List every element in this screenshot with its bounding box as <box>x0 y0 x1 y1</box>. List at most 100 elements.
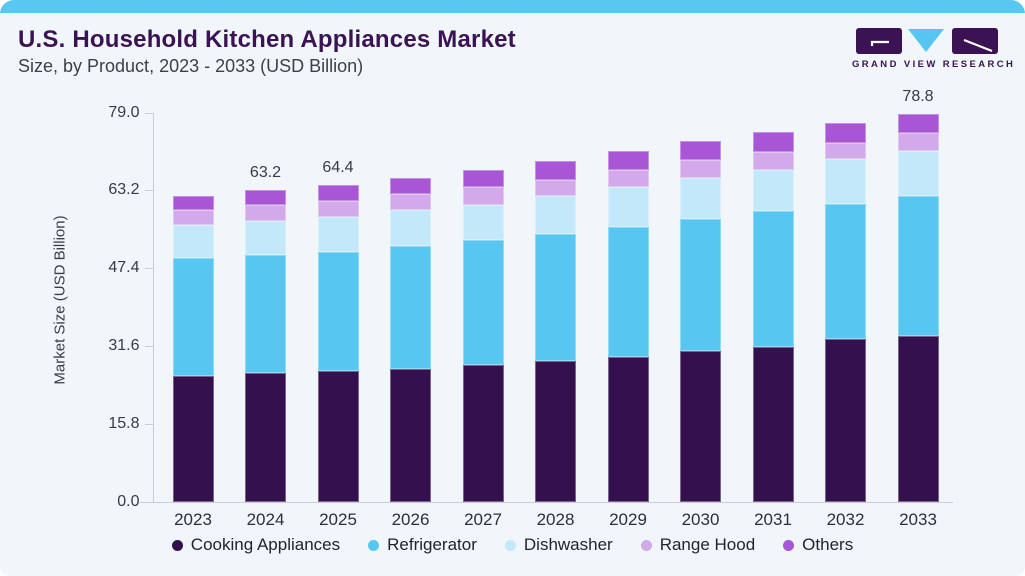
x-axis-label-2032: 2032 <box>826 510 865 529</box>
legend-label: Dishwasher <box>523 535 613 554</box>
gvr-logo-v-triangle <box>908 29 944 52</box>
legend-marker-range-hood <box>640 539 652 551</box>
bar-segment-2026-refrigerator[interactable] <box>390 246 431 369</box>
x-axis-label-2030: 2030 <box>681 510 720 529</box>
bar-segment-2024-others[interactable] <box>245 190 286 206</box>
bar-segment-2024-cooking-appliances[interactable] <box>245 372 286 502</box>
bar-segment-2031-dishwasher[interactable] <box>752 170 794 212</box>
gvr-logo-r-block <box>952 28 998 54</box>
y-axis-line <box>152 112 154 502</box>
x-axis-label-2029: 2029 <box>609 510 647 529</box>
y-tick-label: 0.0 <box>117 493 140 510</box>
page-subtitle: Size, by Product, 2023 - 2033 (USD Billi… <box>18 56 364 76</box>
bar-segment-2027-range-hood[interactable] <box>462 186 504 205</box>
legend-marker-dishwasher <box>504 539 516 551</box>
bar-segment-2027-cooking-appliances[interactable] <box>462 365 504 502</box>
bar-segment-2026-others[interactable] <box>390 177 431 194</box>
bar-segment-2028-refrigerator[interactable] <box>535 234 576 361</box>
gvr-logo-g-glyph <box>870 40 889 46</box>
bar-segment-2029-refrigerator[interactable] <box>607 227 649 358</box>
bar-segment-2033-refrigerator[interactable] <box>897 195 939 337</box>
bar-segment-2032-cooking-appliances[interactable] <box>825 338 866 502</box>
bar-segment-2028-cooking-appliances[interactable] <box>535 361 576 502</box>
bar-segment-2025-refrigerator[interactable] <box>317 252 359 371</box>
bar-segment-2031-refrigerator[interactable] <box>752 211 794 347</box>
x-axis-line <box>140 502 953 503</box>
bar-segment-2033-others[interactable] <box>897 113 939 133</box>
x-axis-label-2025: 2025 <box>319 510 357 529</box>
x-axis-label-2024: 2024 <box>246 510 285 529</box>
bar-segment-2028-dishwasher[interactable] <box>535 196 576 235</box>
legend-marker-others <box>783 539 795 551</box>
bar-segment-2033-cooking-appliances[interactable] <box>897 336 939 502</box>
bar-segment-2030-refrigerator[interactable] <box>680 218 721 351</box>
bar-segment-2023-range-hood[interactable] <box>172 209 214 225</box>
y-tick-mark <box>144 268 153 270</box>
y-tick-label: 63.2 <box>108 181 140 199</box>
legend-label: Others <box>802 535 854 554</box>
bar-value-label-2024: 63.2 <box>249 164 282 182</box>
bar-value-label-2025: 64.4 <box>322 158 354 176</box>
x-axis-label-2026: 2026 <box>391 510 430 529</box>
bar-segment-2024-dishwasher[interactable] <box>245 221 286 255</box>
bar-segment-2032-others[interactable] <box>825 122 866 143</box>
x-axis-label-2028: 2028 <box>536 510 575 529</box>
bar-segment-2023-dishwasher[interactable] <box>172 224 214 258</box>
bar-segment-2025-others[interactable] <box>317 184 359 201</box>
bar-segment-2029-others[interactable] <box>607 150 649 170</box>
bar-segment-2029-dishwasher[interactable] <box>607 187 649 228</box>
bar-segment-2025-dishwasher[interactable] <box>317 216 359 253</box>
bar-segment-2032-refrigerator[interactable] <box>825 204 866 339</box>
bar-segment-2031-cooking-appliances[interactable] <box>752 346 794 502</box>
bar-segment-2029-cooking-appliances[interactable] <box>607 357 649 502</box>
legend-item-dishwasher[interactable]: Dishwasher <box>504 535 613 555</box>
bar-segment-2027-dishwasher[interactable] <box>462 204 504 241</box>
x-axis-label-2031: 2031 <box>754 510 792 529</box>
bar-segment-2030-range-hood[interactable] <box>680 159 721 178</box>
bar-segment-2031-range-hood[interactable] <box>752 152 794 171</box>
bar-segment-2030-cooking-appliances[interactable] <box>680 350 721 502</box>
y-tick-label: 79.0 <box>108 103 140 121</box>
bar-segment-2027-others[interactable] <box>462 169 504 187</box>
legend-marker-cooking-appliances <box>171 539 183 551</box>
legend-item-range-hood[interactable]: Range Hood <box>640 535 756 555</box>
legend-label: Range Hood <box>659 535 756 554</box>
bar-segment-2024-refrigerator[interactable] <box>245 255 286 373</box>
bar-segment-2025-range-hood[interactable] <box>317 200 359 217</box>
chart-legend: Cooking Appliances Refrigerator Dishwasher… <box>0 535 1025 555</box>
bar-segment-2026-cooking-appliances[interactable] <box>390 368 431 502</box>
bar-segment-2028-others[interactable] <box>535 160 576 180</box>
y-tick-mark <box>144 190 153 192</box>
bar-segment-2028-range-hood[interactable] <box>535 179 576 197</box>
legend-label: Cooking Appliances <box>190 535 341 554</box>
bar-segment-2033-dishwasher[interactable] <box>897 150 939 196</box>
bar-segment-2026-range-hood[interactable] <box>390 193 431 210</box>
bar-segment-2030-others[interactable] <box>680 141 721 160</box>
bar-segment-2032-dishwasher[interactable] <box>825 159 866 205</box>
bar-segment-2033-range-hood[interactable] <box>897 132 939 151</box>
bar-segment-2023-cooking-appliances[interactable] <box>172 375 214 502</box>
legend-item-refrigerator[interactable]: Refrigerator <box>368 535 477 555</box>
bar-segment-2031-others[interactable] <box>752 132 794 153</box>
bar-segment-2025-cooking-appliances[interactable] <box>317 370 359 502</box>
y-tick-label: 47.4 <box>108 259 140 277</box>
bar-segment-2023-others[interactable] <box>172 196 214 210</box>
legend-marker-refrigerator <box>368 539 380 551</box>
brand-name: GRAND VIEW RESEARCH <box>852 59 1016 70</box>
bar-segment-2024-range-hood[interactable] <box>245 205 286 222</box>
bar-segment-2026-dishwasher[interactable] <box>390 209 431 247</box>
accent-top-strip <box>0 0 1025 13</box>
bar-segment-2023-refrigerator[interactable] <box>172 257 214 376</box>
x-axis-label-2023: 2023 <box>174 510 212 529</box>
legend-item-cooking-appliances[interactable]: Cooking Appliances <box>171 535 341 555</box>
x-axis-label-2027: 2027 <box>464 510 502 529</box>
legend-item-others[interactable]: Others <box>783 535 853 555</box>
gvr-logo-r-glyph <box>963 38 993 53</box>
bar-segment-2032-range-hood[interactable] <box>825 142 866 160</box>
y-tick-mark <box>144 424 153 426</box>
page-title: U.S. Household Kitchen Appliances Market <box>18 26 516 53</box>
bar-segment-2029-range-hood[interactable] <box>607 169 649 188</box>
bar-segment-2030-dishwasher[interactable] <box>680 177 721 219</box>
bar-segment-2027-refrigerator[interactable] <box>462 240 504 366</box>
